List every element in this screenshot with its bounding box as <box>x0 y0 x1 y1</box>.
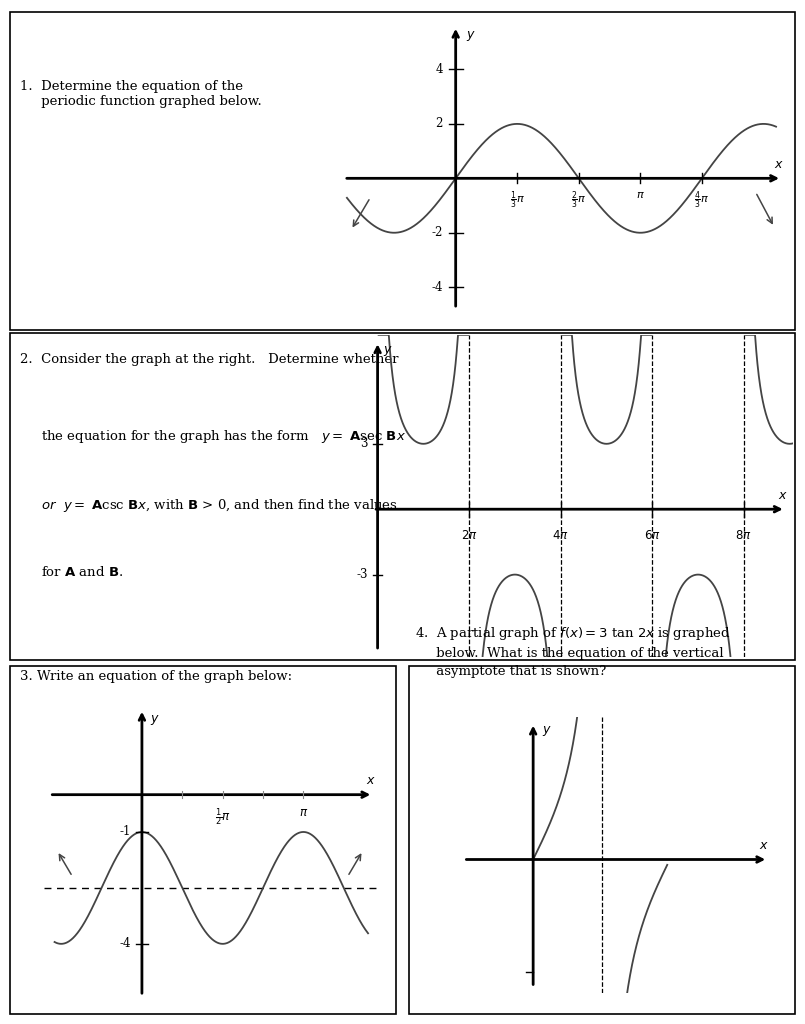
Text: $\frac{2}{3}\pi$: $\frac{2}{3}\pi$ <box>572 189 586 211</box>
Text: $or$  $y =$ $\mathbf{A}$csc $\mathbf{B}$$x$, with $\mathbf{B}$ > 0, and then fin: $or$ $y =$ $\mathbf{A}$csc $\mathbf{B}$$… <box>20 497 398 514</box>
Text: $6\pi$: $6\pi$ <box>644 528 661 542</box>
Text: $\frac{4}{3}\pi$: $\frac{4}{3}\pi$ <box>695 189 709 211</box>
Text: $y$: $y$ <box>542 724 551 738</box>
Text: 1.  Determine the equation of the
     periodic function graphed below.: 1. Determine the equation of the periodi… <box>20 80 262 108</box>
Text: for $\mathbf{A}$ and $\mathbf{B}$.: for $\mathbf{A}$ and $\mathbf{B}$. <box>20 565 123 580</box>
Text: 3. Write an equation of the graph below:: 3. Write an equation of the graph below: <box>20 671 292 683</box>
Text: $2\pi$: $2\pi$ <box>460 528 477 542</box>
Text: $8\pi$: $8\pi$ <box>736 528 752 542</box>
Text: $y$: $y$ <box>466 29 476 43</box>
Text: 4: 4 <box>436 62 443 76</box>
Text: $y$: $y$ <box>383 344 394 357</box>
Text: -1: -1 <box>119 825 130 839</box>
Text: $\frac{1}{3}\pi$: $\frac{1}{3}\pi$ <box>510 189 525 211</box>
Text: $\pi$: $\pi$ <box>636 189 645 200</box>
Text: -4: -4 <box>119 937 130 950</box>
Text: -2: -2 <box>431 226 443 240</box>
Text: -3: -3 <box>357 568 368 581</box>
Text: $x$: $x$ <box>778 488 787 502</box>
Text: $4\pi$: $4\pi$ <box>552 528 569 542</box>
Text: $x$: $x$ <box>759 839 769 852</box>
Text: 2: 2 <box>436 118 443 130</box>
Text: $x$: $x$ <box>774 158 784 171</box>
Text: -4: -4 <box>431 281 443 294</box>
Text: $\frac{1}{2}\pi$: $\frac{1}{2}\pi$ <box>215 806 230 827</box>
Text: 4.  A partial graph of $f(x) = 3$ tan $2x$ is graphed
     below.  What is the e: 4. A partial graph of $f(x) = 3$ tan $2x… <box>415 625 730 678</box>
Text: the equation for the graph has the form   $y =$ $\mathbf{A}$sec $\mathbf{B}$$x$: the equation for the graph has the form … <box>20 428 406 444</box>
Text: 2.  Consider the graph at the right.   Determine whether: 2. Consider the graph at the right. Dete… <box>20 353 398 367</box>
Text: $x$: $x$ <box>365 774 376 787</box>
Text: 3: 3 <box>361 437 368 451</box>
Text: $y$: $y$ <box>150 713 159 727</box>
Text: $\pi$: $\pi$ <box>299 806 308 819</box>
